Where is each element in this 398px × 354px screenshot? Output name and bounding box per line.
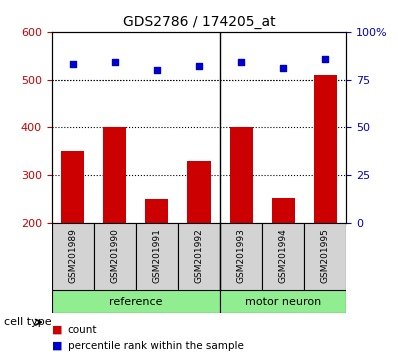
Bar <box>187 161 211 223</box>
Text: GSM201994: GSM201994 <box>279 228 288 283</box>
Text: ■: ■ <box>52 341 62 351</box>
Bar <box>314 75 337 223</box>
Bar <box>136 223 178 290</box>
Text: GSM201990: GSM201990 <box>110 228 119 283</box>
Bar <box>145 199 168 223</box>
Text: count: count <box>68 325 97 335</box>
Bar <box>52 290 220 313</box>
Bar <box>304 223 346 290</box>
Bar <box>220 290 346 313</box>
Point <box>196 63 202 69</box>
Text: GSM201992: GSM201992 <box>195 228 203 283</box>
Bar <box>178 223 220 290</box>
Text: cell type: cell type <box>4 317 52 327</box>
Point <box>322 56 328 62</box>
Bar <box>61 152 84 223</box>
Text: motor neuron: motor neuron <box>245 297 321 307</box>
Point <box>70 62 76 67</box>
Bar <box>271 198 295 223</box>
Text: percentile rank within the sample: percentile rank within the sample <box>68 341 244 351</box>
Bar <box>220 223 262 290</box>
Bar <box>94 223 136 290</box>
Point <box>280 65 286 71</box>
Bar <box>52 223 94 290</box>
Text: GSM201991: GSM201991 <box>152 228 162 283</box>
Bar <box>230 127 253 223</box>
Title: GDS2786 / 174205_at: GDS2786 / 174205_at <box>123 16 275 29</box>
Bar <box>262 223 304 290</box>
Point <box>154 67 160 73</box>
Bar <box>103 127 127 223</box>
Point <box>112 59 118 65</box>
Text: GSM201993: GSM201993 <box>236 228 246 283</box>
Text: reference: reference <box>109 297 163 307</box>
Text: GSM201995: GSM201995 <box>321 228 330 283</box>
Point <box>238 59 244 65</box>
Text: GSM201989: GSM201989 <box>68 228 77 283</box>
Text: ■: ■ <box>52 325 62 335</box>
